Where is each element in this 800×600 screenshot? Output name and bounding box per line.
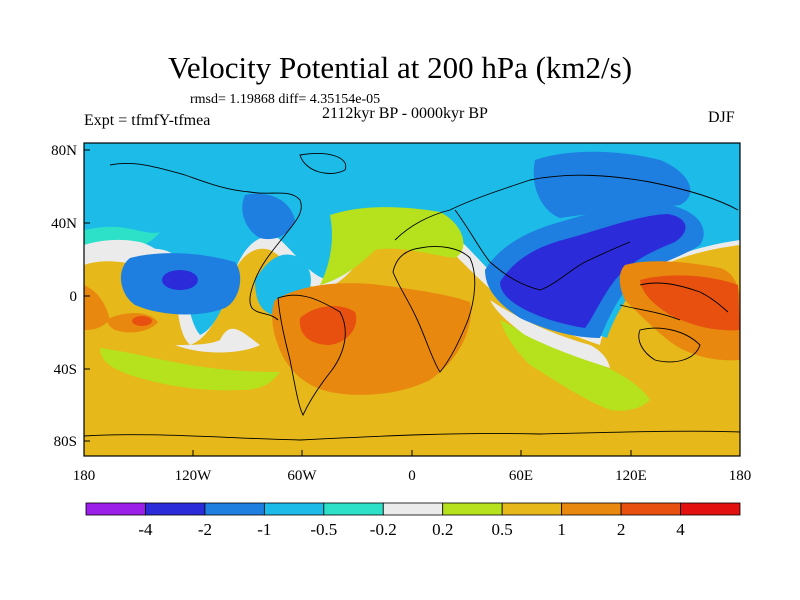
contour-near-zero-indian (490, 300, 610, 368)
coast-maritime (619, 282, 729, 321)
colorbar-label: 4 (676, 520, 685, 539)
colorbar: -4 -2 -1 -0.5 -0.2 0.2 0.5 1 2 4 (85, 502, 741, 539)
colorbar-label: 2 (617, 520, 626, 539)
x-tick-label: 60W (287, 468, 317, 484)
y-tick-label: 40S (54, 362, 77, 378)
experiment-label: Expt = tfmfY-tfmea (84, 112, 211, 129)
contour-weak-positive-africa (320, 207, 464, 285)
contour-weak-positive-indian (500, 320, 650, 411)
x-tick-label: 120E (615, 468, 647, 484)
colorbar-label: -1 (257, 520, 271, 539)
x-tick-label: 120W (175, 468, 213, 484)
coast-greenland (299, 153, 347, 174)
period-label: 2112kyr BP - 0000kyr BP (322, 105, 488, 122)
coast-australia (638, 327, 701, 363)
coast-eurasia (394, 174, 739, 291)
contour-strong-negative-pacific (162, 270, 198, 290)
colorbar-swatch (561, 502, 622, 516)
colorbar-swatch (501, 502, 563, 516)
y-tick-label: 40N (51, 216, 77, 232)
contour-max-positive-maritime (640, 275, 740, 331)
contour-near-zero-south (175, 328, 260, 353)
contour-weak-positive-south (100, 348, 280, 391)
y-tick-label: 80S (54, 434, 77, 450)
contour-negative-atlantic (242, 193, 295, 240)
contour-field (84, 143, 740, 456)
coast-north-america (109, 162, 302, 321)
statistics-text: rmsd= 1.19868 diff= 4.35154e-05 (190, 92, 381, 107)
y-tick-label: 0 (70, 289, 78, 305)
coastlines (84, 153, 740, 441)
contour-strong-positive-east-edge (84, 285, 110, 330)
x-tick-label: 60E (509, 468, 533, 484)
season-label: DJF (708, 109, 735, 126)
coast-africa (392, 246, 476, 373)
colorbar-label: -4 (138, 520, 153, 539)
colorbar-swatch (680, 502, 741, 516)
contour-negative-siberia (533, 151, 691, 218)
x-tick-label: 180 (73, 468, 96, 484)
colorbar-label: 0.2 (432, 520, 453, 539)
colorbar-label: -2 (198, 520, 212, 539)
colorbar-swatch (204, 502, 265, 516)
x-tick-label: 0 (408, 468, 416, 484)
figure-title: Velocity Potential at 200 hPa (km2/s) (167, 50, 633, 85)
colorbar-swatch (145, 502, 206, 516)
axis-ticks (83, 149, 741, 456)
colorbar-swatch (85, 502, 146, 516)
colorbar-swatch (323, 502, 384, 516)
colorbar-label: 1 (557, 520, 566, 539)
colorbar-swatch (382, 502, 444, 516)
contour-max-positive-pacific (132, 316, 152, 326)
colorbar-label: 0.5 (492, 520, 513, 539)
x-tick-label: 180 (729, 468, 752, 484)
coast-south-america (277, 294, 346, 417)
colorbar-label: -0.5 (310, 520, 337, 539)
colorbar-swatch (263, 502, 325, 516)
contour-near-zero-west (84, 239, 178, 280)
colorbar-swatch (442, 502, 503, 516)
y-tick-label: 80N (51, 143, 77, 159)
contour-strong-negative-asia (500, 214, 686, 328)
colorbar-label: -0.2 (370, 520, 397, 539)
coast-antarctica (84, 430, 740, 441)
colorbar-swatch (620, 502, 681, 516)
